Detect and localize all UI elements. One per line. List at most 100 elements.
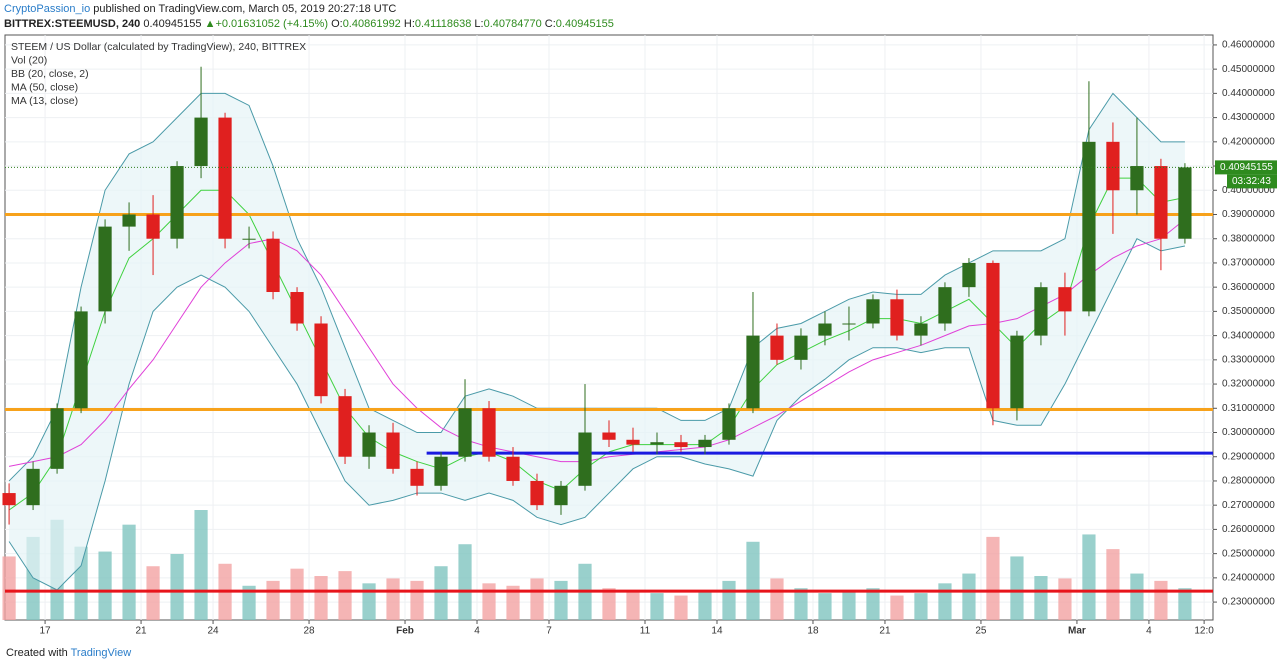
legend-entry: MA (50, close) [11,81,78,93]
candle-body [1130,166,1144,191]
y-tick-label: 0.29000000 [1222,451,1275,462]
bb-fill [9,93,1185,590]
volume-bar [914,593,928,620]
candle-body [26,468,40,506]
candle-body [2,493,16,506]
candle-body [1154,166,1168,239]
header-line: BITTREX:STEEMUSD, 240 0.40945155 ▲+0.016… [4,17,614,32]
volume-bar [674,595,688,620]
candle-body [530,480,544,506]
candle-body [1058,287,1072,312]
volume-bar [650,593,664,620]
volume-bar [722,580,736,620]
volume-bar [434,566,448,620]
candle-body [626,439,640,445]
x-tick-label: 17 [40,626,52,637]
x-tick-label: 12:0 [1194,626,1214,637]
candle-body [122,214,136,227]
candle-body [194,117,208,167]
volume-bar [794,588,808,620]
candle-body [722,408,736,440]
x-tick-label: Feb [396,626,414,637]
candle-body [746,335,760,409]
candle-body [986,262,1000,409]
volume-bar [938,583,952,620]
y-tick-label: 0.43000000 [1222,112,1275,123]
footer-text: Created with [6,647,68,659]
header-line: CryptoPassion_io published on TradingVie… [4,2,614,17]
author[interactable]: CryptoPassion_io [4,3,91,15]
candle-body [1010,335,1024,409]
volume-bar [122,524,136,620]
volume-bar [746,541,760,620]
candle-body [362,432,376,457]
candle-body [98,226,112,312]
legend-entry: MA (13, close) [11,95,78,107]
x-tick-label: 4 [474,626,480,637]
candle-body [890,299,904,336]
volume-bar [506,585,520,620]
y-tick-label: 0.26000000 [1222,524,1275,535]
ohlc-label: C: [544,18,556,30]
price-tag [1215,160,1277,175]
volume-bar [482,583,496,620]
footer: Created with TradingView [6,647,131,659]
volume-bar [602,588,616,620]
candle-body [938,287,952,324]
volume-bar [866,588,880,620]
candle-body [50,408,64,469]
candle-body [866,299,880,324]
volume-bar [554,580,568,620]
candle-body [410,468,424,486]
y-tick-label: 0.46000000 [1222,40,1275,51]
volume-bar [962,573,976,620]
volume-bar [818,593,832,620]
candle-body [434,456,448,486]
candle-body [266,238,280,293]
y-tick-label: 0.36000000 [1222,282,1275,293]
y-tick-label: 0.32000000 [1222,379,1275,390]
x-tick-label: 14 [711,626,723,637]
candle-body [770,335,784,360]
volume-bar [1082,534,1096,620]
volume-bar [986,536,1000,620]
candle-body [602,432,616,440]
candle-body [74,311,88,409]
legend-entry: STEEM / US Dollar (calculated by Trading… [11,41,306,53]
ohlc-value: 0.40945155 [555,18,614,30]
volume-bar [1034,576,1048,620]
candle-body [482,408,496,457]
candle-body [218,117,232,239]
x-tick-label: 18 [807,626,819,637]
candle-body [962,262,976,288]
candle-body [458,408,472,457]
candle-body [290,292,304,324]
volume-bar [362,583,376,620]
x-tick-label: 11 [640,626,651,637]
volume-bar [410,580,424,620]
ohlc-value: 0.40861992 [342,18,401,30]
candle-body [650,442,664,445]
y-tick-label: 0.23000000 [1222,597,1275,608]
x-tick-label: 21 [879,626,891,637]
chart: 0.23000000 0.24000000 0.25000000 0.26000000… [2,34,1277,637]
brand[interactable]: TradingView [70,647,132,659]
y-tick-label: 0.38000000 [1222,233,1275,244]
candle-body [914,323,928,336]
published: published on TradingView.com, March 05, … [93,3,397,15]
volume-bar [1010,556,1024,620]
volume-bar [2,556,16,620]
y-tick-label: 0.39000000 [1222,209,1275,220]
candle-body [674,442,688,448]
volume-bar [530,578,544,620]
volume-bar [1106,549,1120,620]
ohlc-label: L: [474,18,484,30]
candle-body [1082,141,1096,312]
candle-body [578,432,592,486]
y-tick-label: 0.42000000 [1222,136,1275,147]
ohlc-value: 0.40784770 [483,18,542,30]
candle-body [554,485,568,506]
symbol: BITTREX:STEEMUSD, 240 [4,18,141,30]
volume-bar [266,580,280,620]
